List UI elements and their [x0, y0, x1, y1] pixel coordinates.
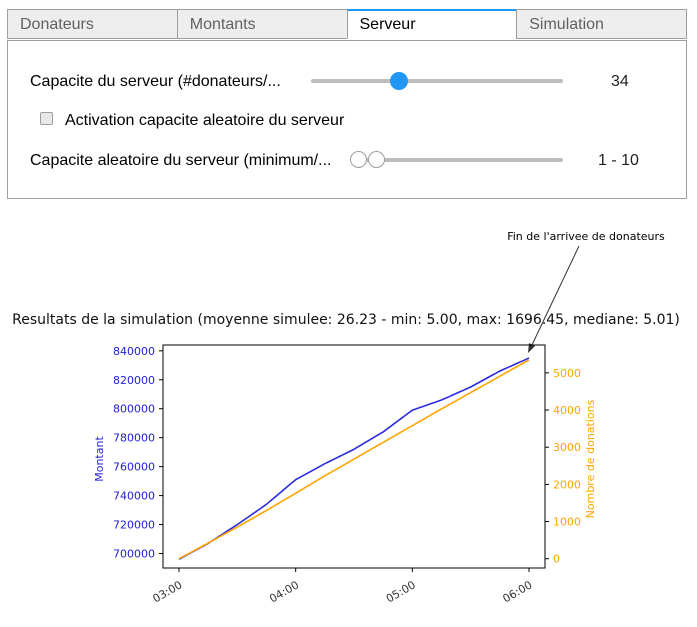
tab-simulation[interactable]: Simulation: [516, 9, 687, 39]
random-range-value: 1 - 10: [598, 152, 639, 169]
x-tick-label: 04:00: [267, 578, 301, 605]
random-capacity-checkbox-label: Activation capacite aleatoire du serveur: [65, 112, 345, 129]
simulation-chart: Fin de l'arrivee de donateurs Resultats …: [0, 200, 697, 622]
left-tick-label: 840000: [113, 345, 155, 358]
right-tick-label: 0: [553, 553, 560, 566]
x-tick-label: 06:00: [501, 578, 535, 605]
chart-svg: Fin de l'arrivee de donateurs Resultats …: [12, 230, 680, 605]
left-tick-label: 820000: [113, 374, 155, 387]
capacity-slider-thumb[interactable]: [390, 72, 409, 90]
left-tick-label: 720000: [113, 519, 155, 532]
annotation-arrow-line: [530, 245, 580, 348]
capacity-label: Capacite du serveur (#donateurs/...: [30, 73, 281, 90]
montant-series-line: [178, 357, 530, 560]
right-tick-label: 2000: [553, 478, 581, 491]
serveur-panel: Capacite du serveur (#donateurs/... 34 A…: [7, 40, 687, 199]
tab-montants[interactable]: Montants: [176, 9, 348, 39]
left-tick-label: 700000: [113, 548, 155, 561]
right-axis-label: Nombre de donations: [584, 399, 597, 518]
tab-bar: Donateurs Montants Serveur Simulation: [7, 9, 687, 40]
left-tick-label: 800000: [113, 403, 155, 416]
left-tick-label: 760000: [113, 461, 155, 474]
x-tick-label: 03:00: [151, 578, 185, 605]
capacity-value: 34: [611, 73, 629, 90]
donations-series-line: [178, 359, 530, 560]
chart-title: Resultats de la simulation (moyenne simu…: [12, 312, 680, 328]
random-range-label: Capacite aleatoire du serveur (minimum/.…: [30, 152, 332, 169]
tab-serveur[interactable]: Serveur: [346, 9, 518, 39]
random-range-min-thumb[interactable]: [350, 151, 367, 168]
random-capacity-checkbox[interactable]: [40, 112, 53, 125]
left-tick-label: 780000: [113, 432, 155, 445]
tab-donateurs[interactable]: Donateurs: [7, 9, 178, 39]
annotation-label: Fin de l'arrivee de donateurs: [507, 230, 665, 243]
plot-frame: [162, 344, 546, 569]
capacity-slider-track[interactable]: [311, 79, 563, 83]
right-tick-label: 5000: [553, 367, 581, 380]
left-tick-label: 740000: [113, 490, 155, 503]
x-tick-label: 05:00: [384, 578, 418, 605]
right-tick-label: 1000: [553, 516, 581, 529]
random-range-slider-track[interactable]: [359, 158, 563, 162]
random-range-max-thumb[interactable]: [368, 151, 385, 168]
right-tick-label: 4000: [553, 404, 581, 417]
right-tick-label: 3000: [553, 441, 581, 454]
left-axis-label: Montant: [93, 436, 106, 482]
